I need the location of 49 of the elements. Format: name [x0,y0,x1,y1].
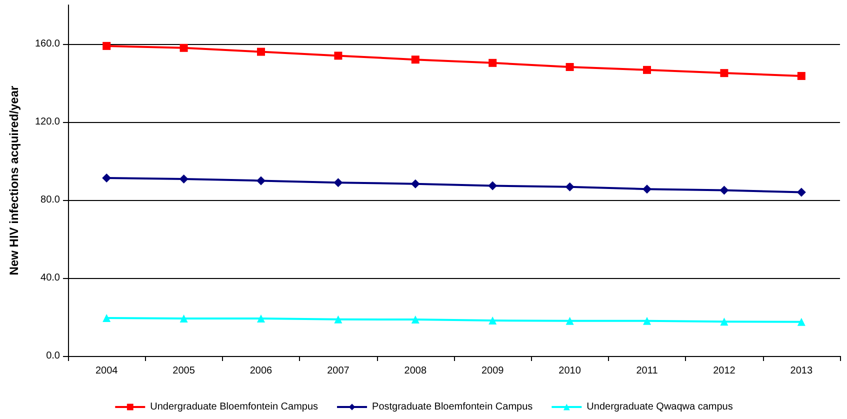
point [797,72,806,80]
point [566,63,574,72]
x-tick-label: 2005 [172,366,196,376]
point [643,316,651,325]
x-tick-label: 2013 [790,366,813,376]
point [102,314,111,322]
point [180,44,188,52]
point [256,176,266,186]
point [179,174,188,184]
legend-label: Postgraduate Bloemfontein Campus [372,402,533,412]
point [257,314,265,323]
x-tick-label: 2007 [327,366,350,376]
point [411,316,420,324]
x-tick-label: 2012 [713,366,736,376]
point [642,184,652,194]
point [411,56,420,64]
point [257,48,265,56]
point [102,173,112,182]
y-tick-label: 0.0 [46,350,60,362]
y-tick-label: 80.0 [40,194,60,206]
legend-label: Undergraduate Qwaqwa campus [586,402,733,412]
x-tick-label: 2004 [95,366,118,376]
point [797,318,806,326]
y-tick-label: 120.0 [34,116,60,128]
point [488,181,498,190]
point [720,69,728,78]
legend-label: Undergraduate Bloemfontein Campus [150,402,318,412]
x-tick-label: 2011 [636,366,658,376]
y-axis-title: New HIV infections acquired/year [7,85,21,276]
x-tick-label: 2009 [481,366,504,376]
point [334,315,342,324]
point [334,178,343,188]
x-tick-label: 2006 [250,366,273,376]
point [643,66,651,74]
point [796,188,806,197]
point [180,314,188,323]
point [488,316,497,325]
point [566,316,574,325]
point [488,58,497,67]
point [720,318,728,326]
point [720,186,729,195]
point [565,182,574,192]
point [334,52,342,60]
point [410,179,420,188]
point [102,42,111,50]
x-tick-label: 2008 [404,366,427,376]
x-tick-label: 2010 [558,366,582,376]
y-tick-label: 160.0 [34,38,60,50]
y-tick-label: 40.0 [40,272,60,284]
